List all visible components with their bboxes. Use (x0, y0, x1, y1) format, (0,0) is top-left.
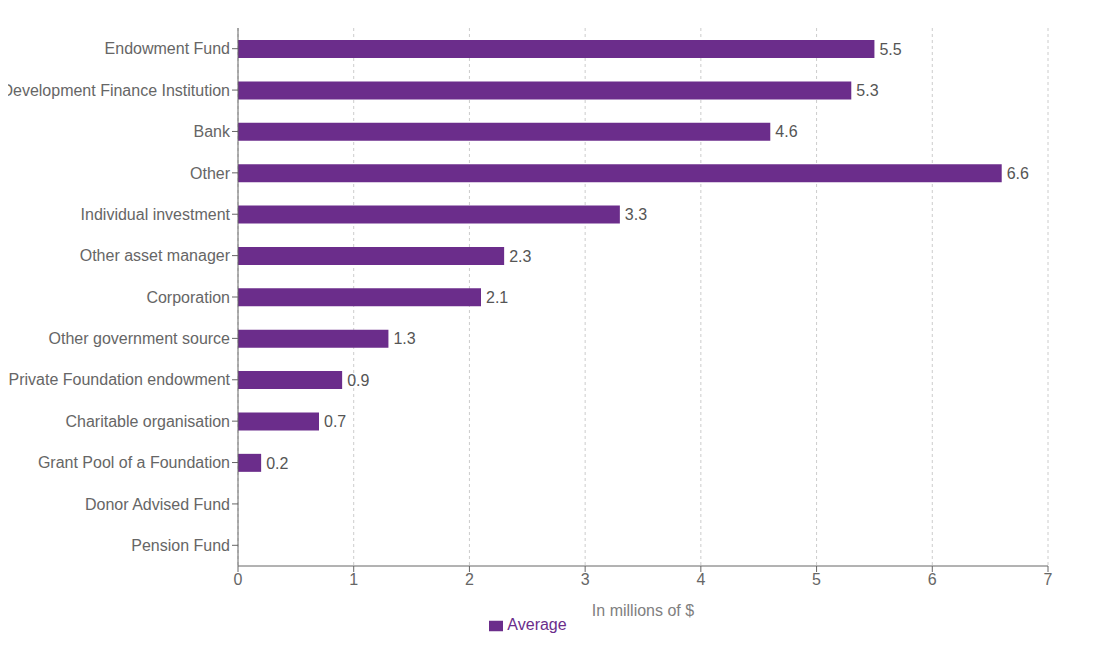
svg-text:5.3: 5.3 (856, 82, 878, 99)
svg-text:5: 5 (812, 571, 821, 588)
svg-text:Grant Pool of a Foundation: Grant Pool of a Foundation (38, 454, 230, 471)
svg-text:0.7: 0.7 (324, 413, 346, 430)
svg-text:4.6: 4.6 (775, 123, 797, 140)
svg-text:Corporation: Corporation (146, 289, 230, 306)
svg-text:0: 0 (234, 571, 243, 588)
svg-text:Donor Advised Fund: Donor Advised Fund (85, 496, 230, 513)
svg-text:3: 3 (581, 571, 590, 588)
svg-text:1.3: 1.3 (393, 330, 415, 347)
svg-text:Individual investment: Individual investment (81, 206, 231, 223)
svg-text:In millions of $: In millions of $ (592, 602, 694, 619)
svg-text:2.1: 2.1 (486, 289, 508, 306)
svg-text:Charitable organisation: Charitable organisation (65, 413, 230, 430)
svg-text:0.9: 0.9 (347, 372, 369, 389)
html-text:Average: Average (507, 616, 567, 633)
svg-text:0.2: 0.2 (266, 455, 288, 472)
svg-text:5.5: 5.5 (879, 41, 901, 58)
svg-text:3.3: 3.3 (625, 206, 647, 223)
svg-text:7: 7 (1044, 571, 1053, 588)
svg-text:Other government source: Other government source (49, 330, 231, 347)
svg-text:4: 4 (696, 571, 705, 588)
svg-text:Pension Fund: Pension Fund (131, 537, 230, 554)
svg-text:1: 1 (349, 571, 358, 588)
svg-text:Endowment Fund: Endowment Fund (105, 40, 230, 57)
svg-text:Other: Other (190, 165, 231, 182)
svg-text:2: 2 (465, 571, 474, 588)
svg-text:Development Finance Institutio: Development Finance Institution (8, 82, 230, 99)
svg-text:6: 6 (928, 571, 937, 588)
svg-text:Private Foundation endowment: Private Foundation endowment (9, 371, 231, 388)
svg-text:Bank: Bank (194, 123, 231, 140)
svg-text:6.6: 6.6 (1007, 165, 1029, 182)
svg-text:2.3: 2.3 (509, 248, 531, 265)
svg-text:Other asset manager: Other asset manager (80, 247, 231, 264)
